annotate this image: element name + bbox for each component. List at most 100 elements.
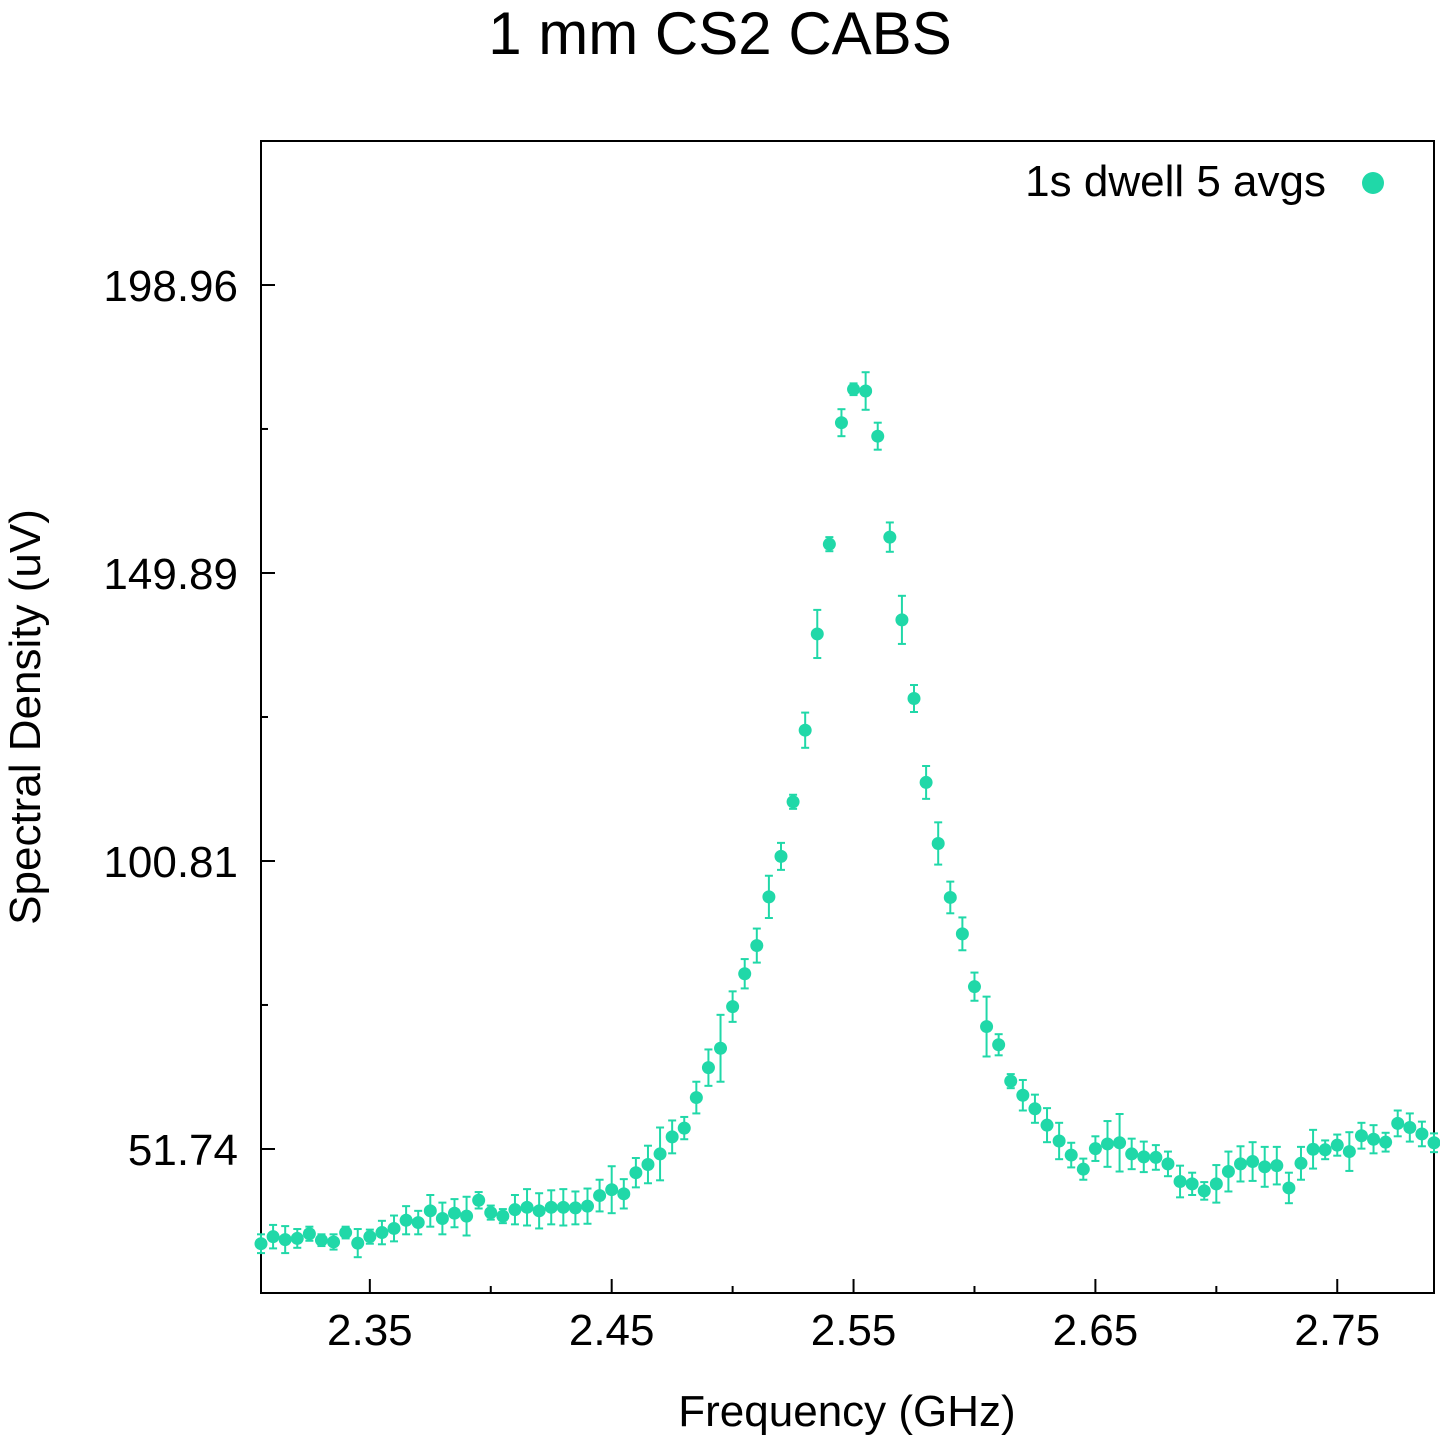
point-marker (290, 1231, 304, 1245)
point-marker (726, 1000, 740, 1014)
point-marker (1088, 1142, 1102, 1156)
point-marker (847, 382, 861, 396)
x-tick-label: 2.55 (811, 1306, 897, 1355)
data-point (883, 521, 897, 553)
point-marker (1391, 1116, 1405, 1130)
legend-label: 1s dwell 5 avgs (1025, 157, 1326, 206)
data-point (399, 1205, 413, 1236)
point-marker (568, 1201, 582, 1215)
data-point (1354, 1121, 1368, 1150)
point-marker (302, 1227, 316, 1241)
data-point (556, 1188, 570, 1227)
data-point (278, 1225, 292, 1255)
point-marker (859, 384, 873, 398)
point-marker (750, 939, 764, 953)
point-marker (1318, 1143, 1332, 1157)
point-marker (1052, 1134, 1066, 1148)
data-point (1282, 1171, 1296, 1205)
point-marker (1234, 1157, 1248, 1171)
point-marker (581, 1199, 595, 1213)
point-marker (1246, 1155, 1260, 1169)
data-point (665, 1119, 679, 1155)
data-point (1161, 1150, 1175, 1178)
data-point (738, 958, 752, 990)
point-marker (943, 890, 957, 904)
point-marker (895, 613, 909, 627)
point-marker (363, 1230, 377, 1244)
point-marker (254, 1237, 268, 1251)
point-marker (1125, 1147, 1139, 1161)
point-marker (822, 537, 836, 551)
point-marker (834, 416, 848, 430)
point-marker (1403, 1121, 1417, 1135)
data-point (496, 1208, 510, 1225)
point-marker (1258, 1160, 1272, 1174)
point-marker (774, 849, 788, 863)
point-marker (1379, 1135, 1393, 1149)
y-tick-label: 100.81 (103, 838, 238, 887)
data-point (1100, 1120, 1114, 1168)
data-point (714, 1013, 728, 1083)
point-marker (520, 1200, 534, 1214)
data-point (1113, 1113, 1127, 1173)
data-point (907, 684, 921, 714)
chart-title: 1 mm CS2 CABS (488, 0, 951, 67)
data-point (1270, 1145, 1284, 1186)
point-marker (955, 927, 969, 941)
x-tick-label: 2.35 (327, 1306, 413, 1355)
data-point (472, 1191, 486, 1210)
point-marker (1149, 1150, 1163, 1164)
data-point (689, 1080, 703, 1115)
point-marker (496, 1209, 510, 1223)
point-marker (798, 723, 812, 737)
data-point (774, 841, 788, 871)
data-point (363, 1228, 377, 1245)
point-marker (399, 1213, 413, 1227)
point-marker (689, 1091, 703, 1105)
data-point (943, 880, 957, 915)
x-tick-label: 2.45 (569, 1306, 655, 1355)
point-marker (701, 1061, 715, 1075)
point-marker (1209, 1177, 1223, 1191)
data-point (605, 1165, 619, 1215)
point-marker (992, 1038, 1006, 1052)
y-tick-label: 149.89 (103, 550, 238, 599)
data-point (798, 711, 812, 749)
point-marker (1306, 1142, 1320, 1156)
data-point (677, 1115, 691, 1141)
data-point (568, 1190, 582, 1226)
data-point (581, 1187, 595, 1225)
data-point (1088, 1135, 1102, 1162)
point-marker (1113, 1136, 1127, 1150)
data-point (834, 408, 848, 438)
data-point (1367, 1124, 1381, 1155)
point-marker (593, 1189, 607, 1203)
point-marker (508, 1203, 522, 1217)
data-point (1197, 1181, 1211, 1201)
point-marker (1004, 1074, 1018, 1088)
data-point (1415, 1120, 1429, 1148)
data-point (1342, 1131, 1356, 1172)
data-point (1040, 1107, 1054, 1144)
point-marker (278, 1233, 292, 1247)
data-point (617, 1178, 631, 1210)
point-marker (1270, 1159, 1284, 1173)
point-marker (327, 1235, 341, 1249)
y-tick-label: 198.96 (103, 262, 238, 311)
point-marker (786, 795, 800, 809)
data-point (411, 1209, 425, 1236)
data-point (314, 1233, 328, 1248)
data-point (532, 1192, 546, 1230)
point-marker (1221, 1165, 1235, 1179)
data-point (1125, 1137, 1139, 1171)
data-point (762, 874, 776, 919)
data-point (520, 1188, 534, 1227)
point-marker (351, 1236, 365, 1250)
data-point (460, 1195, 474, 1237)
data-point (447, 1198, 461, 1229)
point-marker (810, 627, 824, 641)
point-marker (907, 692, 921, 706)
point-marker (1342, 1145, 1356, 1159)
axis-ticks (261, 284, 1339, 1293)
